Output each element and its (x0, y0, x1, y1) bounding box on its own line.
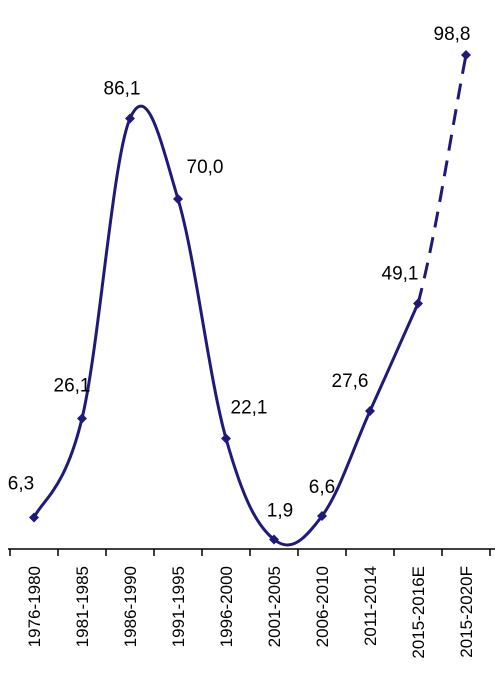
data-point-marker (461, 50, 471, 60)
data-label: 22,1 (231, 398, 268, 419)
x-tick-label: 1981-1985 (73, 566, 92, 647)
x-tick-label: 2001-2005 (265, 566, 284, 647)
data-point-marker (365, 406, 375, 416)
data-label: 98,8 (434, 24, 471, 45)
data-label: 27,6 (332, 371, 369, 392)
data-labels: 6,3 26,1 86,1 70,0 22,1 1,9 6,6 27,6 49,1 98,8 (8, 24, 471, 522)
data-point-marker (269, 534, 279, 545)
data-label: 86,1 (104, 79, 141, 100)
x-axis-ticks (9, 549, 491, 556)
x-tick-labels: 1976-1980 1981-1985 1986-1990 1991-1995 1996… (25, 566, 476, 659)
x-tick-label: 2011-2014 (361, 566, 380, 646)
series-line-actual (32, 104, 420, 547)
data-point-marker (413, 298, 423, 309)
x-tick-label: 1991-1995 (169, 566, 188, 647)
data-point-marker (77, 413, 87, 424)
data-label: 1,9 (267, 501, 293, 522)
data-markers (29, 50, 471, 545)
data-label: 49,1 (382, 264, 419, 285)
data-label: 70,0 (187, 157, 224, 178)
data-point-marker (173, 194, 183, 204)
data-label: 6,3 (8, 474, 34, 495)
series-line-forecast (416, 54, 468, 304)
data-label: 6,6 (309, 477, 335, 498)
x-tick-label: 1986-1990 (121, 566, 140, 647)
data-label: 26,1 (54, 376, 91, 397)
x-tick-label: 2006-2010 (313, 566, 332, 647)
data-point-marker (125, 113, 135, 124)
data-point-marker (29, 512, 39, 523)
x-tick-label: 2015-2016E (409, 566, 428, 659)
data-point-marker (317, 511, 327, 521)
x-tick-label: 1976-1980 (25, 566, 44, 647)
x-tick-label: 2015-2020F (457, 566, 476, 658)
data-point-marker (221, 433, 231, 444)
x-tick-label: 1996-2000 (217, 566, 236, 647)
